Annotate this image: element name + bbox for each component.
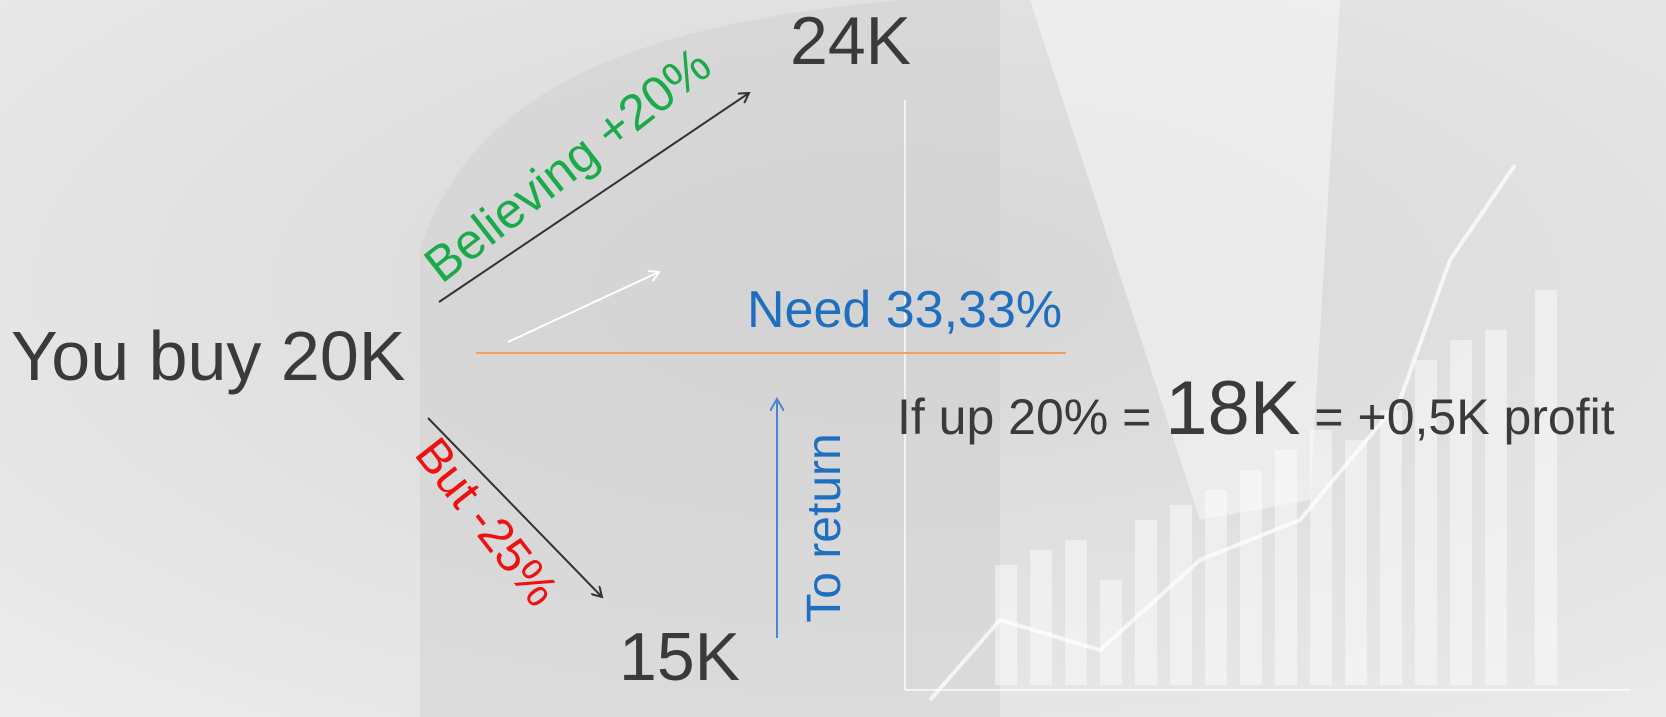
need-label: Need 33,33% [747,281,1062,339]
up-label: 24K [790,3,911,79]
note-prefix: If up 20% = [897,389,1151,445]
note-suffix: = +0,5K profit [1314,389,1614,445]
down-label: 15K [619,619,740,695]
slide: You buy 20K 24K 15K Believing +20% But -… [0,0,1666,717]
page: You buy 20K 24K 15K Believing +20% But -… [0,0,1666,717]
note-highlight: 18K [1165,366,1300,451]
start-label: You buy 20K [11,317,405,395]
return-label: To return [798,433,851,622]
